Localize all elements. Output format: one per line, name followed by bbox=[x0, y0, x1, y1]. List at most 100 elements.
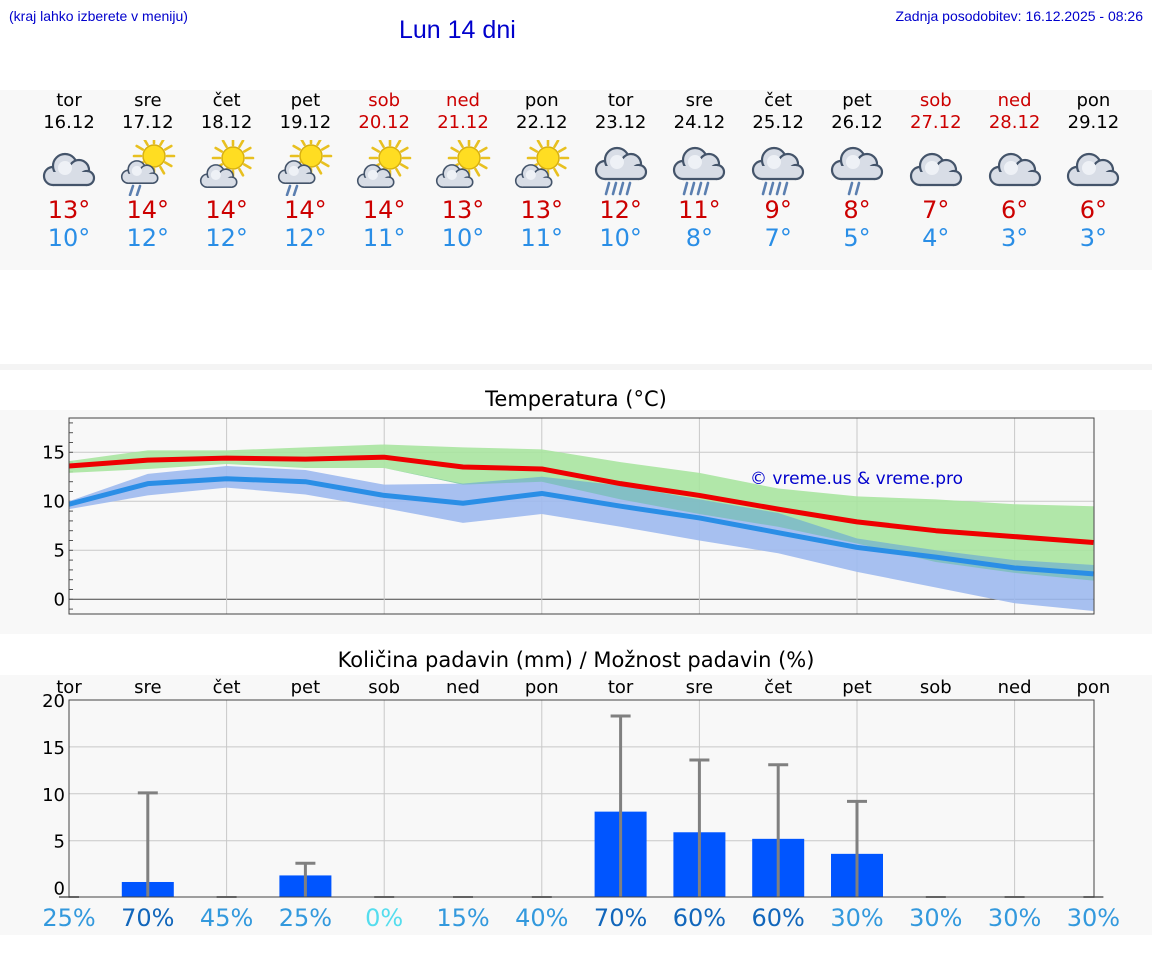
min-temp-line bbox=[68, 476, 1094, 577]
precipitation-y-tick: 20 bbox=[42, 691, 65, 712]
region-hint: (kraj lahko izberete v meniju) bbox=[9, 8, 188, 24]
day-name: ned bbox=[446, 90, 480, 111]
light-rain-icon bbox=[830, 146, 884, 196]
day-name: tor bbox=[607, 90, 634, 111]
day-date: 29.12 bbox=[1067, 112, 1120, 133]
heavy-rain-icon bbox=[594, 146, 647, 196]
precipitation-day-label: čet bbox=[764, 677, 792, 698]
temp-min: 7° bbox=[764, 224, 792, 252]
day-date: 28.12 bbox=[988, 112, 1041, 133]
day-date: 17.12 bbox=[122, 112, 174, 133]
partly-sunny-icon bbox=[435, 140, 491, 188]
temp-min: 12° bbox=[284, 224, 327, 252]
forecast-day: tor 23.12 12° 10° bbox=[581, 90, 661, 252]
forecast-day: ned 28.12 6° 3° bbox=[975, 90, 1055, 252]
precipitation-day-label: sre bbox=[134, 677, 161, 698]
temp-max: 13° bbox=[441, 196, 485, 224]
temp-max: 12° bbox=[599, 196, 642, 224]
temp-min: 4° bbox=[922, 224, 950, 252]
day-date: 23.12 bbox=[594, 112, 647, 133]
cloudy-icon bbox=[1067, 152, 1120, 187]
temp-min: 10° bbox=[441, 224, 485, 252]
forecast-day: sre 24.12 11° 8° bbox=[659, 90, 739, 252]
precipitation-day-label: ned bbox=[446, 677, 480, 698]
forecast-day: sre 17.12 14° 12° bbox=[108, 90, 188, 252]
precipitation-plot-frame bbox=[68, 699, 1095, 898]
precipitation-probability: 30% bbox=[988, 904, 1041, 932]
forecast-day: sob 20.12 14° 11° bbox=[344, 90, 424, 252]
forecast-day: čet 25.12 9° 7° bbox=[738, 90, 818, 252]
temp-min: 11° bbox=[362, 224, 406, 252]
precipitation-probability: 25% bbox=[42, 904, 95, 932]
temp-max: 14° bbox=[362, 196, 406, 224]
day-date: 20.12 bbox=[358, 112, 410, 133]
precipitation-probability: 70% bbox=[121, 904, 174, 932]
temperature-y-tick: 15 bbox=[42, 442, 65, 463]
temperature-chart: 0 5 10 15 © vreme.us & vreme.pro bbox=[42, 417, 1095, 615]
daily-forecast-strip: tor 16.12 13° 10° sre 17.12 14° 12° čet 18.12 14° 1… bbox=[0, 90, 1152, 270]
day-date: 22.12 bbox=[516, 112, 568, 133]
temp-min: 12° bbox=[126, 224, 170, 252]
section-divider bbox=[0, 364, 1152, 370]
precipitation-day-label: pon bbox=[525, 677, 559, 698]
day-date: 26.12 bbox=[831, 112, 883, 133]
temperature-y-tick: 5 bbox=[54, 540, 65, 561]
day-name: tor bbox=[56, 90, 82, 111]
temperature-plot-frame bbox=[68, 417, 1095, 615]
band-overlap bbox=[69, 464, 1094, 581]
cloudy-icon bbox=[42, 152, 96, 187]
day-name: ned bbox=[997, 90, 1032, 111]
last-updated: Zadnja posodobitev: 16.12.2025 - 08:26 bbox=[895, 8, 1143, 24]
precipitation-day-label: ned bbox=[998, 677, 1032, 698]
temp-min: 8° bbox=[685, 224, 714, 252]
precipitation-probability: 30% bbox=[830, 904, 883, 932]
day-name: pon bbox=[1076, 90, 1111, 111]
forecast-day: ned 21.12 13° 10° bbox=[423, 90, 503, 252]
heavy-rain-icon bbox=[673, 146, 726, 196]
temp-max: 13° bbox=[520, 196, 564, 224]
precipitation-y-tick: 15 bbox=[42, 738, 65, 759]
cloudy-icon bbox=[988, 152, 1041, 187]
precipitation-probability: 60% bbox=[752, 904, 805, 932]
cloudy-icon bbox=[909, 152, 962, 187]
precipitation-day-label: sob bbox=[920, 677, 952, 698]
forecast-day: pet 26.12 8° 5° bbox=[817, 90, 897, 252]
partly-sunny-rain-icon bbox=[278, 140, 333, 196]
temp-min: 3° bbox=[1000, 224, 1029, 252]
day-name: sre bbox=[685, 90, 714, 111]
day-date: 19.12 bbox=[279, 112, 332, 133]
precipitation-probability: 25% bbox=[279, 904, 332, 932]
day-name: čet bbox=[212, 90, 241, 111]
forecast-day: pon 22.12 13° 11° bbox=[502, 90, 582, 252]
day-date: 18.12 bbox=[200, 112, 253, 133]
precipitation-probability: 40% bbox=[515, 904, 568, 932]
temp-min: 10° bbox=[599, 224, 642, 252]
day-name: čet bbox=[764, 90, 793, 111]
day-date: 21.12 bbox=[437, 112, 489, 133]
precipitation-y-tick: 0 bbox=[54, 879, 65, 900]
day-date: 27.12 bbox=[910, 112, 962, 133]
precipitation-probability: 0% bbox=[365, 904, 403, 932]
precipitation-day-label: čet bbox=[213, 677, 241, 698]
precipitation-y-tick: 10 bbox=[42, 785, 65, 806]
precipitation-day-label: pet bbox=[291, 677, 321, 698]
temp-min: 3° bbox=[1079, 224, 1108, 252]
precipitation-probability: 30% bbox=[1067, 904, 1120, 932]
day-name: sob bbox=[368, 90, 401, 111]
temp-max: 11° bbox=[678, 196, 721, 224]
precipitation-day-label: tor bbox=[608, 677, 634, 698]
page-title: Lun 14 dni bbox=[399, 16, 516, 44]
temperature-y-tick: 10 bbox=[42, 491, 65, 512]
precipitation-plot-area bbox=[69, 700, 1094, 897]
day-date: 25.12 bbox=[752, 112, 804, 133]
temperature-y-tick: 0 bbox=[54, 589, 65, 610]
day-name: sre bbox=[134, 90, 162, 111]
forecast-day: pon 29.12 6° 3° bbox=[1053, 90, 1133, 252]
partly-sunny-icon bbox=[514, 140, 570, 188]
precipitation-probability: 70% bbox=[594, 904, 647, 932]
temp-min: 10° bbox=[47, 224, 91, 252]
temp-min: 11° bbox=[520, 224, 564, 252]
forecast-day: tor 16.12 13° 10° bbox=[29, 90, 109, 252]
day-date: 24.12 bbox=[673, 112, 726, 133]
